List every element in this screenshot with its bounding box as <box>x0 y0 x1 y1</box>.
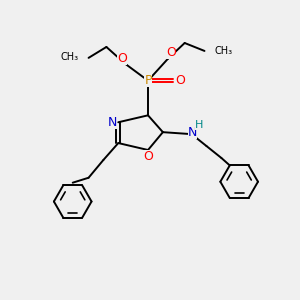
Text: N: N <box>108 116 117 129</box>
Text: P: P <box>144 74 152 87</box>
Text: N: N <box>188 126 197 139</box>
Text: H: H <box>195 120 204 130</box>
Text: CH₃: CH₃ <box>61 52 79 62</box>
Text: O: O <box>175 74 185 87</box>
Text: O: O <box>143 150 153 164</box>
Text: CH₃: CH₃ <box>214 46 232 56</box>
Text: O: O <box>166 46 176 59</box>
Text: O: O <box>117 52 127 65</box>
